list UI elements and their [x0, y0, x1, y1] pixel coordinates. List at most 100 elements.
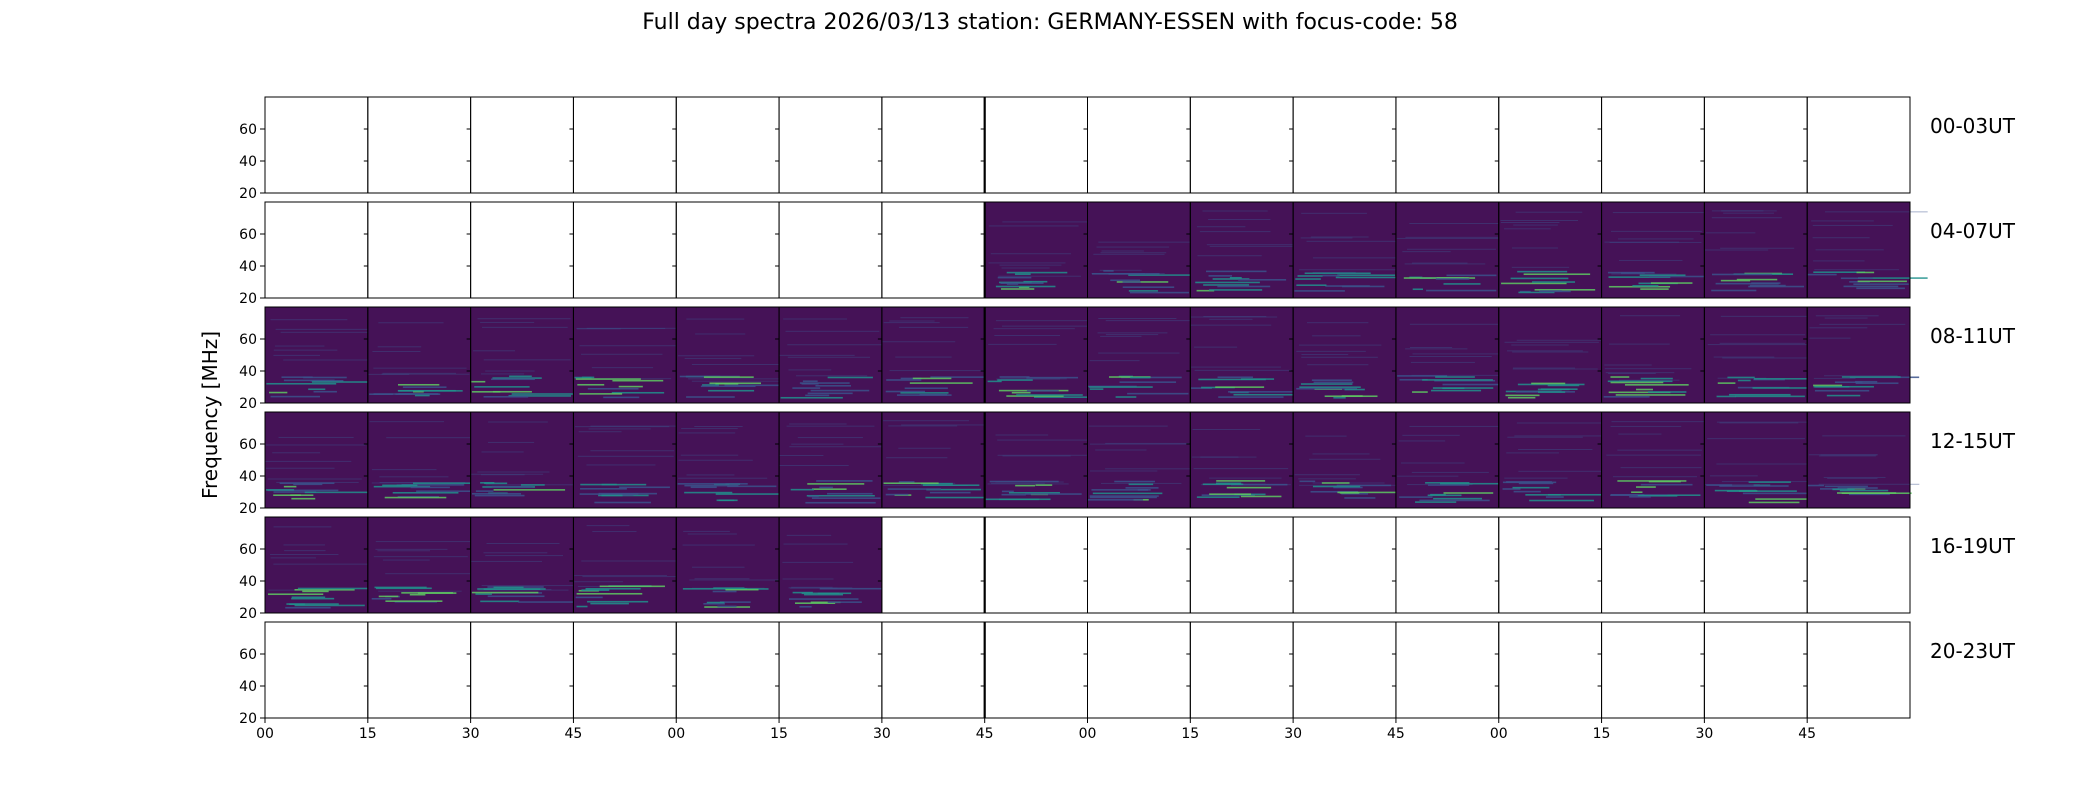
- emission-streak: [267, 489, 339, 492]
- spectrum-segment: [881, 307, 996, 403]
- interference-line: [378, 590, 462, 592]
- interference-line: [1500, 220, 1579, 222]
- interference-line: [1301, 212, 1367, 214]
- spectrum-segment: [779, 517, 882, 613]
- emission-streak: [373, 393, 413, 395]
- emission-streak: [1631, 491, 1643, 494]
- interference-line: [990, 253, 1071, 255]
- emission-streak: [1726, 490, 1797, 492]
- interference-line: [795, 375, 868, 377]
- interference-line: [1618, 379, 1680, 381]
- spectrum-segment: [1087, 202, 1200, 298]
- emission-streak: [1848, 493, 1890, 496]
- interference-line: [1410, 361, 1475, 363]
- emission-streak: [491, 378, 535, 381]
- emission-streak: [1218, 396, 1284, 398]
- emission-streak: [1608, 285, 1671, 288]
- x-tick-label: 00: [1490, 726, 1508, 742]
- interference-line: [382, 372, 457, 374]
- emission-streak: [1755, 498, 1818, 500]
- interference-line: [883, 420, 970, 422]
- y-tick-label: 40: [239, 469, 257, 485]
- interference-line: [789, 446, 893, 448]
- interference-line: [886, 457, 948, 459]
- interference-line: [1720, 247, 1795, 249]
- emission-streak: [580, 487, 627, 490]
- emission-streak: [1737, 379, 1751, 382]
- interference-line: [1305, 435, 1347, 437]
- emission-streak: [285, 606, 331, 609]
- segment-frame: [1395, 96, 1500, 194]
- emission-streak: [1855, 382, 1899, 385]
- spectrum-segment: [1704, 307, 1823, 403]
- emission-streak: [518, 601, 585, 603]
- interference-line: [691, 364, 782, 366]
- emission-streak: [601, 494, 623, 497]
- x-tick-label: 30: [462, 726, 480, 742]
- emission-streak: [1639, 274, 1686, 277]
- emission-streak: [1015, 484, 1036, 487]
- emission-streak: [1296, 284, 1327, 287]
- emission-streak: [816, 480, 873, 482]
- emission-streak: [1033, 396, 1103, 398]
- emission-streak: [266, 489, 295, 491]
- interference-line: [265, 467, 335, 469]
- emission-streak: [1201, 494, 1255, 496]
- interference-line: [1822, 435, 1906, 437]
- emission-streak: [1209, 493, 1252, 495]
- interference-line: [1312, 257, 1403, 259]
- interference-line: [899, 326, 969, 328]
- emission-streak: [1632, 285, 1659, 287]
- emission-streak: [1855, 380, 1878, 383]
- emission-streak: [598, 492, 657, 495]
- emission-streak: [929, 491, 971, 494]
- emission-streak: [1089, 388, 1104, 390]
- emission-streak: [1607, 380, 1673, 383]
- emission-streak: [587, 600, 649, 603]
- emission-streak: [819, 587, 882, 590]
- emission-streak: [1727, 376, 1755, 379]
- interference-line: [1818, 455, 1876, 457]
- emission-streak: [997, 276, 1032, 279]
- interference-line: [999, 264, 1062, 266]
- interference-line: [1709, 475, 1758, 477]
- interference-line: [1808, 454, 1878, 456]
- interference-line: [779, 464, 849, 466]
- y-tick-label: 40: [239, 259, 257, 275]
- emission-streak: [1836, 492, 1897, 494]
- spectrum-segment: [1190, 412, 1294, 508]
- emission-streak: [1608, 391, 1671, 394]
- y-tick-label: 40: [239, 364, 257, 380]
- interference-line: [1206, 244, 1298, 246]
- interference-line: [378, 322, 444, 324]
- segment-frame: [675, 96, 780, 194]
- emission-streak: [1735, 395, 1805, 398]
- interference-line: [1409, 222, 1508, 224]
- emission-streak: [1621, 272, 1645, 274]
- interference-line: [369, 421, 445, 423]
- emission-streak: [926, 488, 982, 491]
- interference-line: [486, 543, 560, 545]
- emission-streak: [1719, 485, 1789, 487]
- emission-streak: [1035, 484, 1053, 486]
- emission-streak: [1215, 386, 1265, 388]
- emission-streak: [1304, 272, 1371, 275]
- emission-streak: [1026, 376, 1079, 379]
- interference-line: [1193, 468, 1289, 470]
- x-tick-label: 15: [1181, 726, 1199, 742]
- emission-streak: [1807, 273, 1837, 276]
- interference-line: [901, 424, 996, 426]
- spectrum-segment: [265, 307, 381, 403]
- emission-streak: [713, 587, 745, 589]
- row-label: 00-03UT: [1930, 114, 2016, 138]
- emission-streak: [810, 389, 870, 392]
- spectrum-background: [1601, 412, 1705, 508]
- emission-streak: [997, 379, 1033, 381]
- emission-streak: [684, 484, 739, 487]
- emission-streak: [1637, 495, 1678, 497]
- emission-streak: [576, 605, 588, 608]
- interference-line: [677, 355, 755, 357]
- interference-line: [786, 425, 875, 427]
- emission-streak: [1335, 276, 1397, 279]
- interference-line: [485, 555, 564, 557]
